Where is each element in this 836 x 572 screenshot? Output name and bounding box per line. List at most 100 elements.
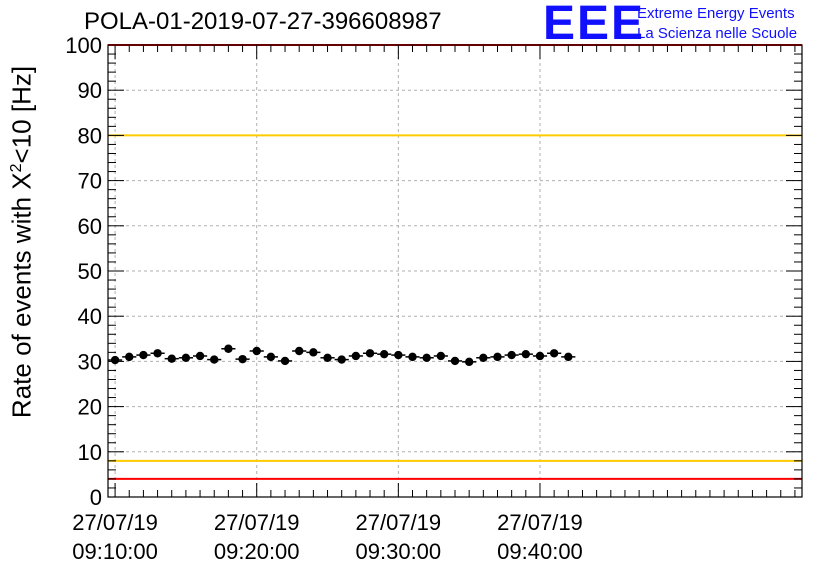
data-point	[164, 354, 179, 363]
data-point-marker	[493, 352, 502, 362]
x-tick-label-time: 09:40:00	[497, 539, 583, 564]
logo-caption: Extreme Energy Events La Scienza nelle S…	[637, 4, 797, 44]
y-tick-label: 90	[78, 78, 102, 103]
data-point	[391, 350, 406, 360]
y-tick-labels: 0 10 20 30 40 50 60 70 80 90 100	[65, 33, 102, 510]
data-point-marker	[422, 353, 431, 362]
data-point	[249, 346, 264, 356]
y-tick-label: 60	[78, 214, 102, 239]
data-point-marker	[351, 351, 361, 361]
y-tick-label: 20	[78, 395, 102, 420]
y-tick-label: 70	[78, 169, 102, 194]
data-point	[348, 351, 363, 361]
data-point-marker	[365, 349, 375, 358]
data-point	[405, 352, 420, 362]
data-point	[518, 349, 533, 359]
x-tick-label-date: 27/07/19	[72, 510, 158, 535]
data-point	[561, 352, 576, 362]
data-point-marker	[280, 356, 290, 366]
x-tick-label-time: 09:20:00	[214, 539, 300, 564]
data-point	[532, 351, 548, 361]
data-point	[334, 355, 349, 364]
data-point-marker	[479, 353, 488, 362]
data-points	[108, 344, 576, 367]
data-point	[122, 352, 137, 362]
data-point-marker	[323, 353, 332, 362]
chart-title: POLA-01-2019-07-27-396608987	[84, 8, 442, 35]
logo-line-1: Extreme Energy Events	[637, 5, 795, 22]
data-point-marker	[450, 356, 460, 366]
data-point	[320, 353, 335, 362]
data-point	[277, 356, 293, 366]
data-point-marker	[337, 355, 346, 364]
data-point	[476, 353, 491, 362]
threshold-lines	[108, 44, 802, 480]
y-tick-label: 0	[90, 485, 102, 510]
data-point-marker	[436, 351, 446, 361]
data-point	[306, 348, 321, 357]
data-point-marker	[535, 351, 545, 361]
data-point	[377, 349, 392, 359]
eee-logo: EEE	[543, 0, 646, 50]
data-point-marker	[564, 352, 573, 362]
data-point-marker	[309, 348, 318, 357]
data-point-marker	[507, 350, 516, 360]
y-axis-label-prefix: Rate of events with X	[6, 172, 37, 419]
data-point-marker	[394, 350, 403, 360]
data-point-marker	[181, 353, 191, 362]
data-point	[207, 355, 222, 364]
y-tick-label: 100	[65, 33, 102, 58]
data-point	[235, 354, 250, 364]
data-point-marker	[167, 354, 176, 363]
y-axis-label: Rate of events with X2<10 [Hz]	[7, 66, 38, 418]
data-point	[150, 349, 165, 358]
data-point	[462, 357, 477, 367]
y-axis-label-sup: 2	[7, 163, 25, 173]
x-tick-label-time: 09:10:00	[72, 539, 158, 564]
data-point-marker	[549, 349, 559, 358]
y-axis-label-suffix: <10 [Hz]	[6, 65, 37, 164]
data-point-marker	[224, 344, 233, 353]
data-point	[292, 346, 307, 356]
data-point-marker	[110, 355, 120, 365]
data-point-marker	[295, 346, 304, 356]
data-point	[192, 351, 208, 361]
data-point	[108, 355, 123, 365]
data-point-marker	[266, 352, 276, 362]
y-tick-label: 50	[78, 259, 102, 284]
axis-ticks	[108, 44, 802, 498]
data-point	[547, 349, 562, 358]
x-tick-label-date: 27/07/19	[497, 510, 583, 535]
x-tick-label-date: 27/07/19	[356, 510, 442, 535]
data-point	[490, 352, 505, 362]
data-point	[447, 356, 463, 366]
data-point	[504, 350, 519, 360]
y-tick-label: 40	[78, 304, 102, 329]
y-tick-label: 30	[78, 349, 102, 374]
data-point-marker	[125, 352, 134, 362]
data-point	[433, 351, 448, 361]
y-tick-label: 80	[78, 123, 102, 148]
x-tick-labels: 27/07/19 09:10:00 27/07/19 09:20:00 27/07/19…	[72, 510, 583, 564]
x-tick-label-date: 27/07/19	[214, 510, 300, 535]
y-tick-label: 10	[78, 440, 102, 465]
data-point	[419, 353, 434, 362]
data-point	[362, 349, 378, 358]
data-point-marker	[139, 350, 148, 360]
data-point-marker	[464, 357, 474, 367]
logo-line-2: La Scienza nelle Scuole	[637, 25, 798, 42]
data-point-marker	[195, 351, 205, 361]
data-point-marker	[153, 349, 162, 358]
data-point	[178, 353, 193, 362]
x-tick-label-time: 09:30:00	[356, 539, 442, 564]
data-point-marker	[210, 355, 219, 364]
grid-lines	[108, 45, 802, 497]
data-point-marker	[408, 352, 417, 362]
data-point-marker	[252, 346, 261, 356]
data-point	[221, 344, 236, 353]
data-point-marker	[379, 349, 389, 359]
data-point	[136, 350, 151, 360]
data-point-marker	[521, 349, 531, 359]
data-point	[263, 352, 278, 362]
